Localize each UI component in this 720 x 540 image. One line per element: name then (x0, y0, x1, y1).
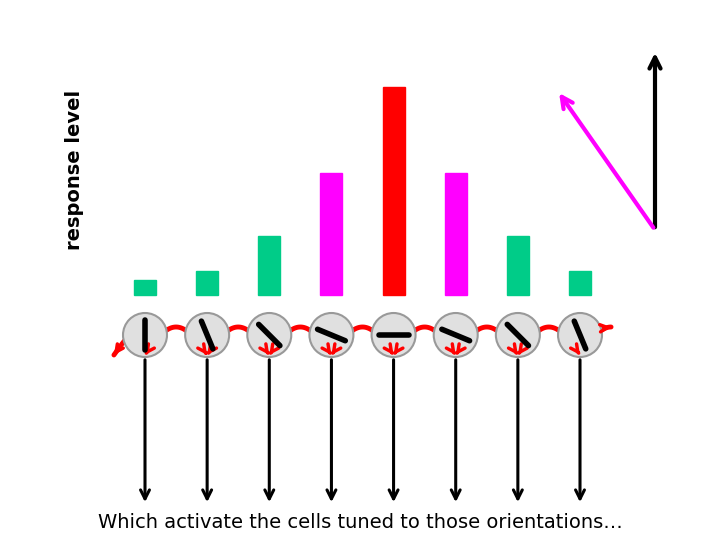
Ellipse shape (433, 313, 477, 357)
Ellipse shape (558, 313, 602, 357)
Ellipse shape (496, 313, 540, 357)
Ellipse shape (185, 313, 229, 357)
Ellipse shape (123, 313, 167, 357)
Bar (134, 280, 156, 295)
Bar (445, 172, 467, 295)
Text: Which activate the cells tuned to those orientations…: Which activate the cells tuned to those … (98, 513, 622, 532)
Bar (196, 271, 218, 295)
Ellipse shape (372, 313, 415, 357)
Bar (507, 236, 529, 295)
Ellipse shape (310, 313, 354, 357)
Bar (320, 172, 343, 295)
Bar (569, 271, 591, 295)
Bar (258, 236, 280, 295)
Text: response level: response level (66, 90, 84, 250)
Bar (382, 87, 405, 295)
Ellipse shape (247, 313, 292, 357)
